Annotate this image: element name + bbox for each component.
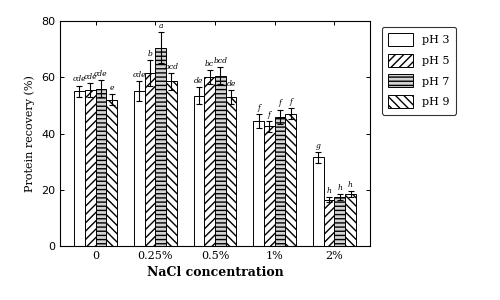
Text: de: de <box>226 80 236 88</box>
Bar <box>85 90 96 246</box>
Bar <box>345 194 356 246</box>
Text: e: e <box>110 84 114 92</box>
Text: bc: bc <box>205 60 214 68</box>
Text: b: b <box>148 50 152 58</box>
Text: cde: cde <box>94 70 108 78</box>
Legend: pH 3, pH 5, pH 7, pH 9: pH 3, pH 5, pH 7, pH 9 <box>382 27 456 115</box>
Bar <box>253 121 264 246</box>
Text: de: de <box>194 77 203 85</box>
Y-axis label: Protein recovery (%): Protein recovery (%) <box>25 75 35 192</box>
Bar <box>74 91 85 246</box>
Bar <box>215 76 226 246</box>
Bar <box>334 197 345 246</box>
Text: cde: cde <box>72 75 86 83</box>
Text: bcd: bcd <box>164 63 178 71</box>
Text: bcd: bcd <box>214 57 228 65</box>
Text: h: h <box>326 187 332 194</box>
Bar <box>134 91 144 246</box>
Bar <box>156 48 166 246</box>
Bar <box>286 114 296 246</box>
Bar <box>96 88 106 246</box>
Text: h: h <box>338 184 342 192</box>
Text: cde: cde <box>84 73 97 81</box>
Bar <box>324 200 334 246</box>
Text: f: f <box>278 99 281 107</box>
Text: h: h <box>348 181 353 189</box>
Bar <box>106 100 117 246</box>
Text: cde: cde <box>132 71 146 79</box>
Bar <box>274 117 285 246</box>
Text: f: f <box>257 103 260 112</box>
Text: a: a <box>158 22 163 30</box>
Bar <box>194 95 204 246</box>
Bar <box>166 82 177 246</box>
Bar <box>264 127 274 246</box>
Bar <box>144 73 156 246</box>
Bar <box>313 158 324 246</box>
Bar <box>226 97 236 246</box>
X-axis label: NaCl concentration: NaCl concentration <box>146 266 284 279</box>
Text: g: g <box>316 142 320 149</box>
Text: f: f <box>290 98 292 106</box>
Text: f: f <box>268 111 271 119</box>
Bar <box>204 77 215 246</box>
